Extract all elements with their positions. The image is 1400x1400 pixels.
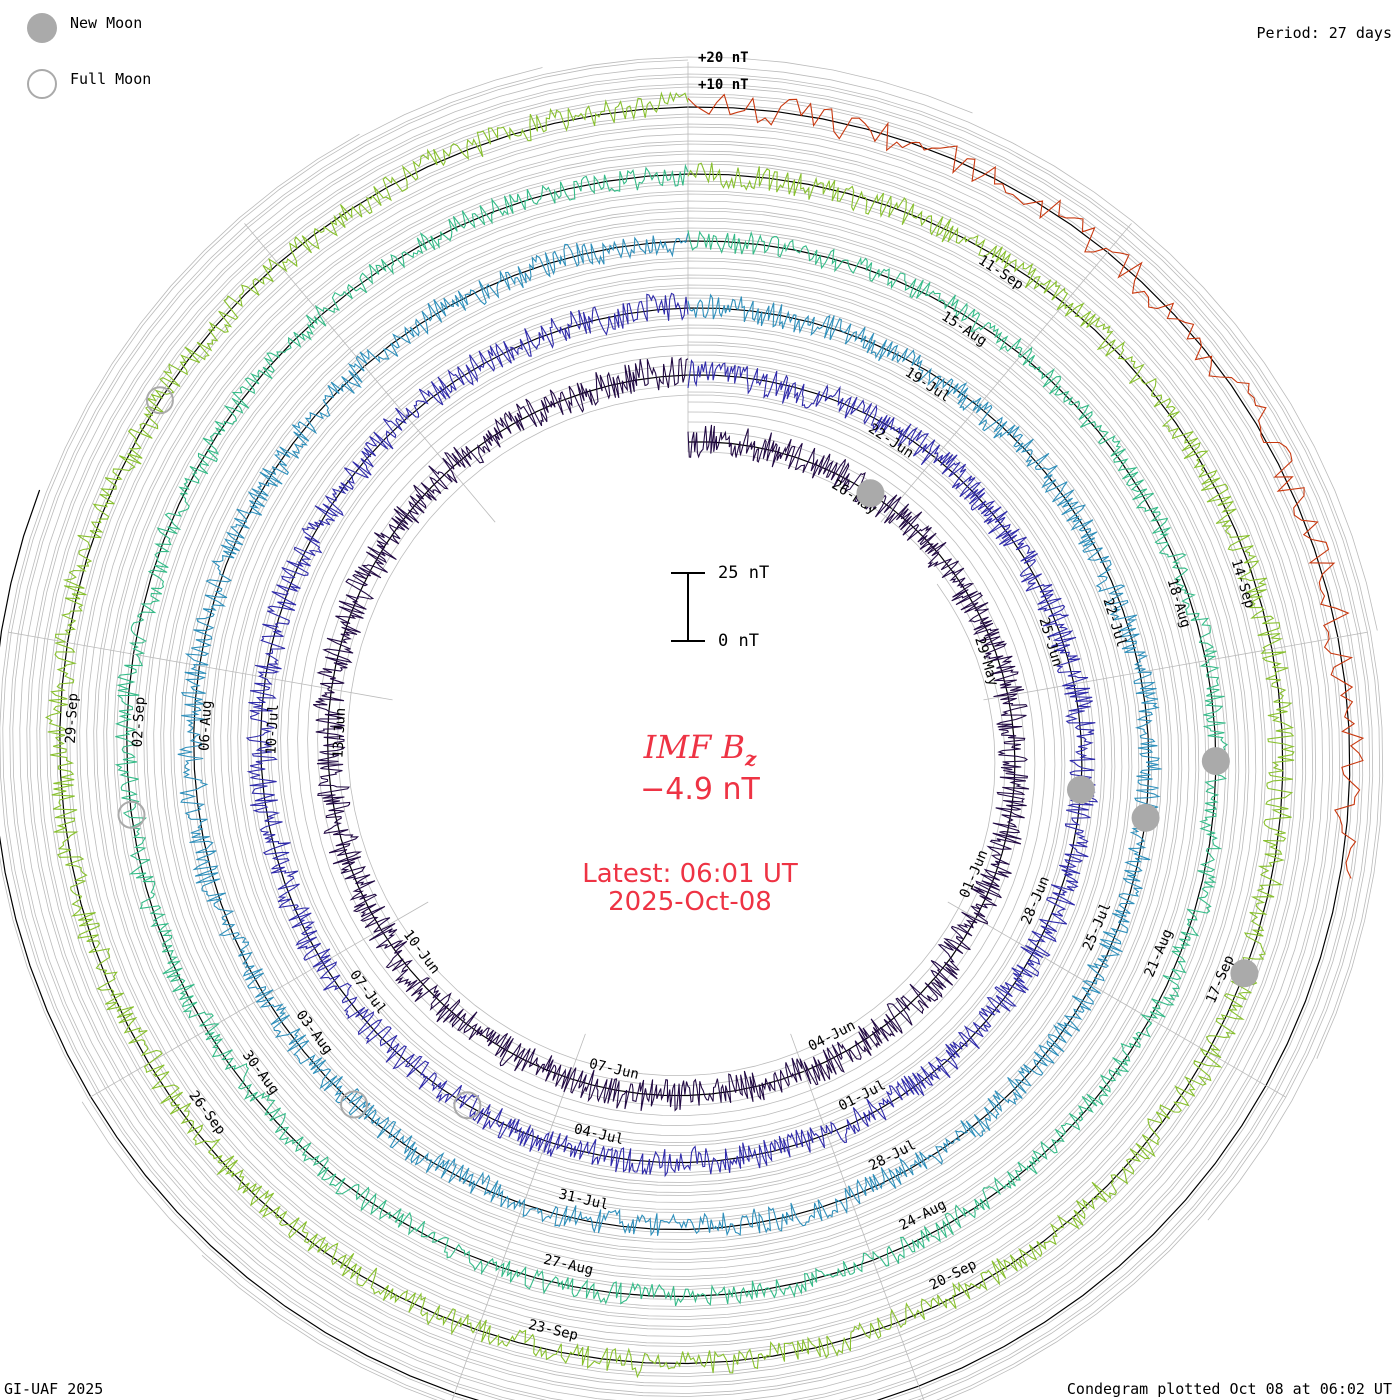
legend-full-moon: Full Moon [70,70,152,88]
grid-spiral [49,96,1361,1400]
tick-label: 10-Jul [263,704,282,755]
tick-label: 13-Jun [330,707,349,758]
tick-label: 27-Aug [542,1252,595,1279]
ring-label-plus10: +10 nT [698,77,749,93]
new-moon-marker [1066,775,1095,804]
moon-markers [117,386,1259,1120]
latest-line-2: 2025-Oct-08 [608,887,772,917]
tick-label: 02-Sep [130,696,149,747]
new-moon-icon [27,13,57,43]
latest-line-1: Latest: 06:01 UT [582,859,798,889]
grid-spiral [19,66,1378,1400]
spoke [880,223,1132,523]
new-moon-marker [1201,747,1230,776]
series-line-2 [245,292,1099,1178]
tick-label: 07-Jun [588,1056,641,1083]
spoke [790,1033,925,1400]
scale-top-label: 25 nT [718,563,770,583]
center-title: IMF Bz [540,728,860,770]
tick-label: 06-Aug [197,700,216,751]
grid-spiral [36,83,1374,1400]
spoke [983,631,1368,701]
scale-bar [671,572,705,642]
full-moon-marker [117,800,146,829]
spoke [244,223,496,523]
tick-label: 31-Jul [557,1186,610,1213]
credit-label: GI-UAF 2025 [4,1380,104,1398]
grid-spiral [39,86,1371,1400]
grid-spiral [12,59,1331,1400]
plotted-timestamp: Condegram plotted Oct 08 at 06:02 UT [1066,1380,1392,1398]
spoke [451,1033,586,1400]
tick-label: 21-Aug [1142,927,1177,980]
series-line-6 [687,93,1365,879]
series-line-3 [177,233,1162,1237]
tick-label: 01-Jun [957,848,992,901]
grid-spiral [2,67,1341,1400]
full-moon-icon [27,69,57,99]
tick-label: 29-Sep [63,693,82,744]
full-moon-marker [340,1090,369,1119]
spoke [947,901,1286,1098]
new-moon-marker [856,479,885,508]
title-sub: z [744,746,757,771]
latest-time: Latest: 06:01 UT 2025-Oct-08 [500,860,880,916]
series-line-4 [114,163,1229,1307]
ring-label-plus20: +20 nT [698,50,749,66]
grid-spiral [26,73,1384,1397]
new-moon-marker [1230,959,1259,988]
period-label: Period: 27 days [1256,24,1392,42]
new-moon-marker [1131,803,1160,832]
title-main: IMF B [643,728,745,766]
center-value: −4.9 nT [640,772,760,807]
tick-label: 04-Jul [572,1121,625,1148]
grid-spiral [46,93,1364,1400]
full-moon-marker [453,1091,482,1120]
legend-new-moon: New Moon [70,14,143,32]
scale-bottom-label: 0 nT [718,631,759,651]
data-series [45,91,1365,1379]
full-moon-marker [145,386,174,415]
tick-label: 25-Jul [1080,900,1115,953]
series-line-5 [45,91,1296,1379]
grid-spiral [29,76,1381,1394]
series-line-1 [312,357,1030,1112]
